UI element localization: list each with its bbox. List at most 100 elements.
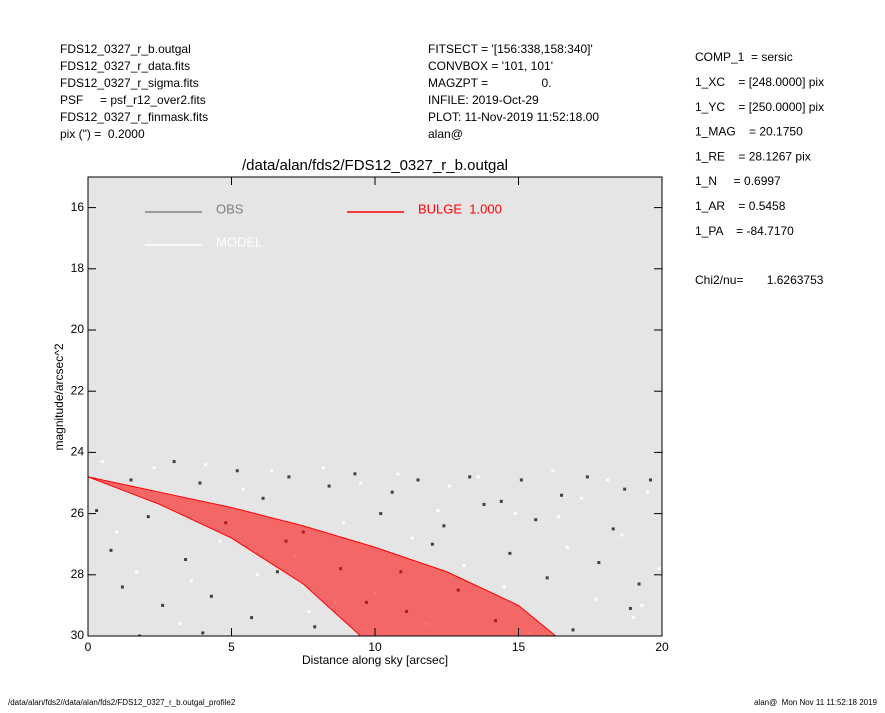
- point: [442, 524, 446, 528]
- y-tick-label: 18: [71, 261, 85, 275]
- chart-title: /data/alan/fds2/FDS12_0327_r_b.outgal: [242, 157, 508, 174]
- legend-label: MODEL: [216, 234, 262, 249]
- point: [637, 582, 641, 586]
- point: [379, 512, 383, 516]
- point: [287, 475, 291, 479]
- header-middle-line: INFILE: 2019-Oct-29: [428, 93, 539, 107]
- y-tick-label: 24: [71, 445, 85, 459]
- footer-right: alan@ Mon Nov 11 11:52:18 2019: [754, 698, 878, 707]
- header-middle-line: PLOT: 11-Nov-2019 11:52:18.00: [428, 110, 599, 124]
- header-right-line: 1_XC = [248.0000] pix: [695, 75, 824, 89]
- point: [551, 469, 555, 473]
- point: [605, 478, 609, 482]
- point: [172, 460, 176, 464]
- point: [430, 542, 434, 546]
- point: [571, 628, 575, 632]
- point: [416, 478, 420, 482]
- point: [519, 478, 523, 482]
- header-right-line: 1_AR = 0.5458: [695, 199, 786, 213]
- point: [235, 469, 239, 473]
- y-tick-label: 26: [71, 506, 85, 520]
- point: [462, 564, 466, 568]
- header-middle-line: CONVBOX = '101, 101': [428, 59, 553, 73]
- header-middle-line: MAGZPT = 0.: [428, 76, 551, 90]
- plot-area: [88, 460, 661, 636]
- point: [255, 573, 259, 577]
- point: [178, 622, 182, 626]
- point: [502, 585, 506, 589]
- point: [120, 585, 124, 589]
- header-middle-line: FITSECT = '[156:338,158:340]': [428, 42, 593, 56]
- y-axis-label: magnitude/arcsec^2: [52, 343, 66, 450]
- point: [189, 579, 193, 583]
- point: [250, 616, 254, 620]
- x-axis-label: Distance along sky [arcsec]: [302, 653, 448, 667]
- point: [640, 603, 644, 607]
- point: [448, 484, 452, 488]
- point: [396, 472, 400, 476]
- bulge-lower: [88, 476, 361, 636]
- point: [313, 625, 317, 629]
- point: [499, 499, 503, 503]
- point: [321, 466, 325, 470]
- point: [359, 481, 363, 485]
- point: [161, 603, 165, 607]
- point: [508, 551, 512, 555]
- x-tick-label: 10: [368, 640, 382, 654]
- point: [649, 478, 653, 482]
- point: [597, 561, 601, 565]
- point: [270, 469, 274, 473]
- point: [436, 509, 440, 513]
- header-left-line: FDS12_0327_r_finmask.fits: [60, 110, 208, 124]
- point: [476, 475, 480, 479]
- point: [353, 472, 357, 476]
- point: [201, 631, 205, 635]
- header-right-line: 1_RE = 28.1267 pix: [695, 149, 811, 163]
- header-right-line: 1_YC = [250.0000] pix: [695, 100, 824, 114]
- y-tick-label: 22: [71, 383, 85, 397]
- x-tick-label: 0: [85, 640, 92, 654]
- header-left-line: pix (") = 0.2000: [60, 127, 145, 141]
- point: [129, 478, 133, 482]
- point: [198, 481, 202, 485]
- point: [611, 527, 615, 531]
- header-left-line: FDS12_0327_r_b.outgal: [60, 42, 191, 56]
- x-tick-label: 20: [655, 640, 669, 654]
- point: [410, 536, 414, 540]
- header-right-line: 1_PA = -84.7170: [695, 224, 794, 238]
- point: [390, 490, 394, 494]
- point: [95, 509, 99, 513]
- point: [631, 616, 635, 620]
- point: [209, 594, 213, 598]
- header-left-line: FDS12_0327_r_data.fits: [60, 59, 190, 73]
- point: [468, 475, 472, 479]
- point: [135, 570, 139, 574]
- point: [152, 466, 156, 470]
- point: [620, 533, 624, 537]
- point: [565, 545, 569, 549]
- header-right-line: 1_N = 0.6997: [695, 174, 781, 188]
- point: [580, 496, 584, 500]
- point: [109, 548, 113, 552]
- point: [184, 558, 188, 561]
- y-tick-label: 20: [71, 322, 85, 336]
- point: [557, 515, 561, 519]
- header-right-line: COMP_1 = sersic: [695, 50, 793, 64]
- point: [594, 597, 598, 601]
- point: [261, 496, 265, 500]
- header-right-line: 1_MAG = 20.1750: [695, 125, 803, 139]
- chi2: Chi2/nu= 1.6263753: [695, 273, 824, 287]
- point: [146, 515, 150, 519]
- point: [327, 484, 331, 488]
- bulge-area: [88, 476, 556, 636]
- legend-label: BULGE 1.000: [418, 201, 502, 216]
- point: [623, 487, 627, 491]
- point: [341, 521, 345, 525]
- point: [560, 493, 564, 497]
- y-tick-label: 28: [71, 567, 85, 581]
- point: [628, 606, 632, 610]
- point: [482, 502, 486, 506]
- header-left-line: PSF = psf_r12_over2.fits: [60, 93, 206, 107]
- point: [307, 610, 311, 614]
